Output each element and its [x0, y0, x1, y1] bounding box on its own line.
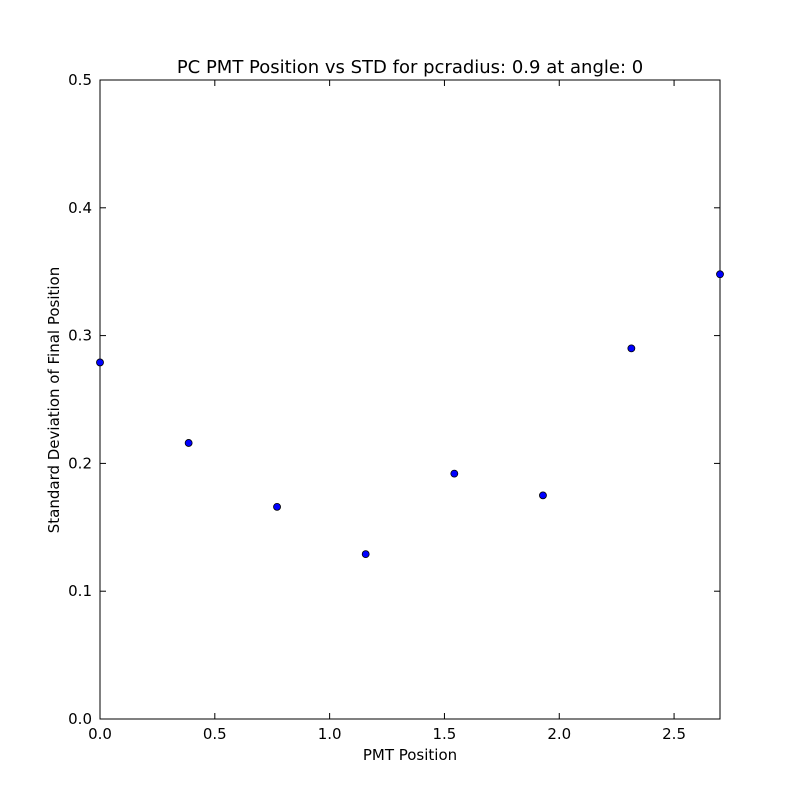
y-tick-label: 0.0	[68, 710, 92, 728]
chart-title: PC PMT Position vs STD for pcradius: 0.9…	[177, 57, 643, 78]
y-axis-label: Standard Deviation of Final Position	[45, 267, 63, 534]
data-point	[539, 491, 547, 500]
y-tick-label: 0.2	[68, 454, 92, 472]
y-tick-label: 0.4	[68, 199, 92, 217]
data-point	[273, 502, 281, 511]
plot-area: 0.0 0.5 1.0 1.5 2.0 2.5 0.0 0.1 0.2 0.3 0.4 0.5	[68, 71, 724, 743]
y-tick-label: 0.1	[68, 582, 92, 600]
data-point	[716, 270, 724, 279]
x-tick-label: 1.0	[318, 725, 342, 743]
x-tick-label: 2.0	[547, 725, 571, 743]
data-point	[361, 550, 370, 559]
x-tick-label: 0.0	[88, 725, 112, 743]
data-point	[96, 358, 104, 367]
axes-frame	[99, 79, 721, 720]
y-tick-label: 0.5	[68, 71, 92, 89]
data-point	[627, 344, 636, 353]
x-tick-label: 0.5	[203, 725, 227, 743]
x-tick-label: 2.5	[662, 725, 686, 743]
data-point	[450, 469, 459, 478]
data-point	[184, 439, 193, 447]
y-tick-label: 0.3	[68, 327, 92, 345]
x-axis-label: PMT Position	[363, 746, 457, 764]
x-tick-label: 1.5	[433, 725, 457, 743]
